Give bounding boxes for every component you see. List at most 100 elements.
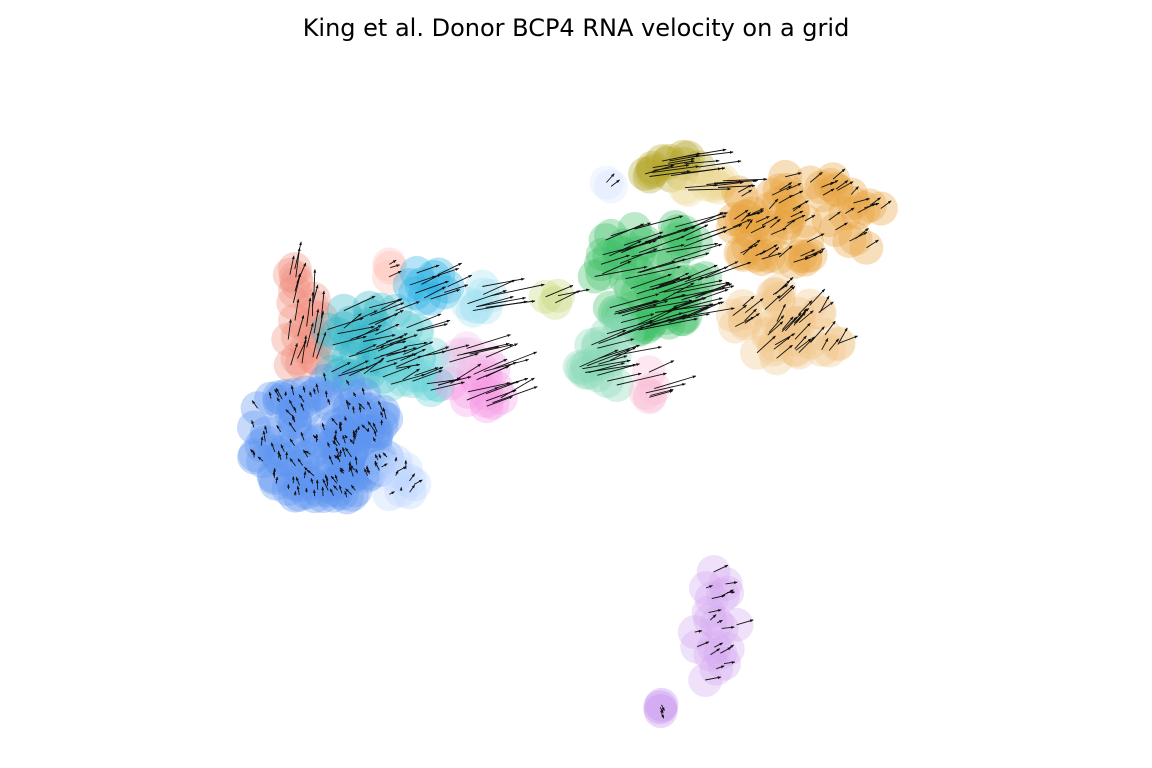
velocity-arrow <box>662 152 701 162</box>
velocity-arrow <box>358 405 362 413</box>
velocity-arrow <box>637 260 676 274</box>
velocity-arrow <box>673 297 706 308</box>
velocity-arrow <box>333 435 337 445</box>
velocity-arrow <box>761 252 782 260</box>
velocity-arrow <box>742 245 753 256</box>
velocity-arrow <box>734 316 755 327</box>
velocity-arrow <box>355 468 359 474</box>
velocity-arrow <box>332 440 338 447</box>
velocity-arrow <box>415 280 449 294</box>
velocity-arrow <box>409 275 436 286</box>
velocity-arrow <box>651 165 700 174</box>
velocity-arrow <box>297 458 304 466</box>
velocity-arrow <box>477 296 527 307</box>
velocity-arrow <box>400 353 418 361</box>
velocity-arrow <box>278 452 282 461</box>
velocity-arrow <box>787 214 806 224</box>
velocity-arrow <box>866 239 879 249</box>
velocity-arrow <box>290 385 295 396</box>
velocity-arrow <box>472 300 528 312</box>
velocity-arrow <box>698 261 739 281</box>
velocity-arrow <box>288 399 295 409</box>
velocity-arrow <box>798 310 814 324</box>
velocity-arrow <box>366 401 372 410</box>
velocity-arrow <box>716 619 723 624</box>
velocity-arrow <box>582 359 631 370</box>
velocity-arrow <box>295 476 300 486</box>
velocity-arrow <box>778 284 794 299</box>
velocity-arrow <box>304 450 311 455</box>
velocity-arrow <box>287 319 292 340</box>
velocity-arrow <box>778 194 793 204</box>
velocity-arrow <box>745 212 761 218</box>
velocity-arrow <box>755 250 767 257</box>
velocity-arrow <box>615 300 657 313</box>
velocity-arrow <box>369 299 402 309</box>
velocity-arrow <box>276 424 282 433</box>
velocity-arrow <box>621 304 657 317</box>
velocity-arrow <box>315 383 319 393</box>
velocity-arrow <box>782 316 794 330</box>
velocity-arrow <box>467 290 507 305</box>
velocity-arrow <box>382 452 388 458</box>
velocity-arrow <box>727 644 734 650</box>
velocity-arrow <box>430 381 465 391</box>
velocity-arrow <box>663 279 723 293</box>
velocity-arrow <box>650 388 674 396</box>
velocity-arrow <box>832 168 846 180</box>
velocity-arrow <box>768 247 780 257</box>
velocity-arrow <box>315 479 319 490</box>
velocity-arrow <box>586 349 630 367</box>
velocity-arrow <box>711 594 726 600</box>
velocity-arrow <box>786 182 802 191</box>
velocity-arrow <box>697 641 710 648</box>
velocity-arrow <box>853 198 870 204</box>
velocity-arrow <box>342 435 346 444</box>
velocity-arrow <box>671 297 707 310</box>
velocity-arrow <box>348 346 385 358</box>
velocity-arrow <box>416 319 451 331</box>
velocity-arrow <box>625 265 681 280</box>
velocity-arrow <box>606 173 615 183</box>
velocity-arrow <box>610 222 652 237</box>
velocity-arrow <box>798 300 813 315</box>
velocity-arrow <box>344 434 348 439</box>
velocity-arrow <box>623 231 664 246</box>
velocity-arrow <box>649 277 681 288</box>
velocity-arrow <box>363 334 396 342</box>
velocity-arrow <box>337 325 375 335</box>
velocity-arrow <box>490 283 545 297</box>
velocity-arrow <box>312 331 320 358</box>
velocity-arrow <box>333 485 338 491</box>
velocity-arrow <box>646 315 686 328</box>
velocity-arrow <box>790 210 804 218</box>
velocity-arrow <box>367 421 376 432</box>
velocity-arrow <box>772 284 789 296</box>
velocity-arrows-layer <box>250 148 892 719</box>
velocity-arrow <box>300 431 305 441</box>
velocity-arrow <box>610 179 620 187</box>
velocity-arrow <box>792 204 802 212</box>
velocity-arrow <box>684 183 719 189</box>
velocity-arrow <box>837 327 848 345</box>
velocity-arrow <box>800 249 816 257</box>
velocity-arrow <box>296 485 300 495</box>
velocity-arrow <box>416 264 440 274</box>
velocity-arrow <box>668 157 695 164</box>
velocity-arrow <box>736 619 754 626</box>
velocity-arrow <box>781 316 798 333</box>
velocity-arrow <box>767 321 784 336</box>
velocity-arrow <box>313 387 316 395</box>
velocity-arrow <box>295 247 301 278</box>
velocity-arrow <box>670 167 722 177</box>
velocity-arrow <box>630 273 672 289</box>
velocity-arrow <box>764 295 781 310</box>
velocity-arrow <box>375 323 400 336</box>
velocity-arrow <box>649 390 674 398</box>
velocity-arrow <box>347 402 352 406</box>
velocity-arrow <box>394 456 398 462</box>
velocity-arrow <box>380 298 403 310</box>
velocity-arrow <box>485 380 520 395</box>
velocity-arrow <box>492 386 538 404</box>
velocity-arrow <box>339 485 343 494</box>
